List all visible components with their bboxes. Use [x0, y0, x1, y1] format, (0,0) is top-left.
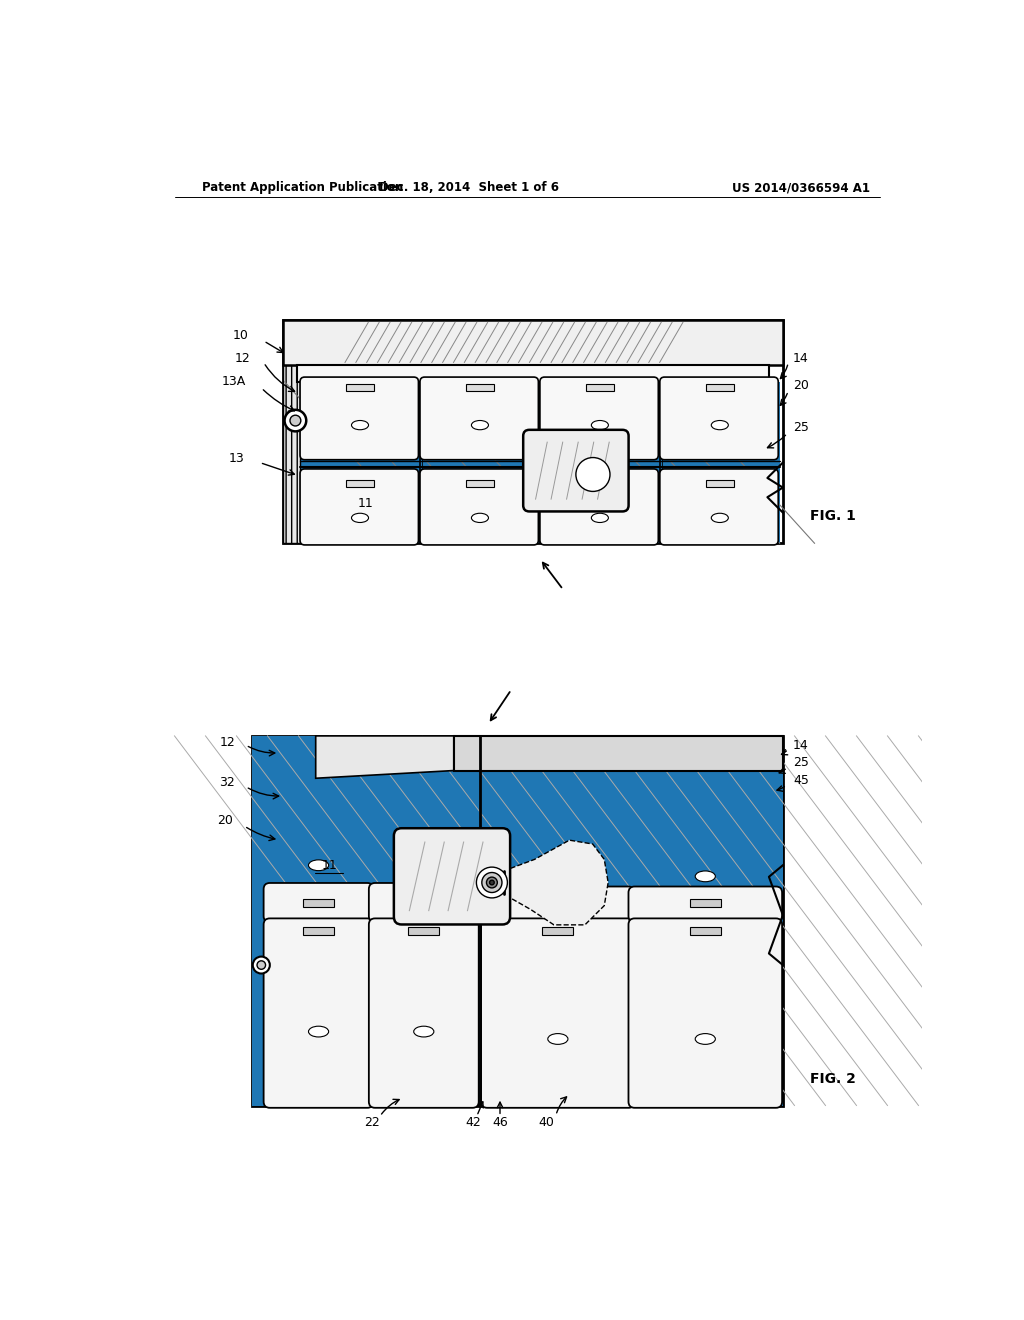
- Ellipse shape: [548, 1034, 568, 1044]
- Ellipse shape: [351, 513, 369, 523]
- Bar: [706, 480, 734, 487]
- Text: US 2014/0366594 A1: US 2014/0366594 A1: [732, 181, 870, 194]
- Bar: [543, 927, 573, 935]
- Text: 12: 12: [234, 352, 251, 366]
- Text: 45: 45: [793, 774, 809, 787]
- Text: 10: 10: [232, 329, 248, 342]
- Text: 12: 12: [219, 735, 234, 748]
- FancyBboxPatch shape: [629, 919, 782, 1107]
- FancyBboxPatch shape: [300, 378, 419, 459]
- Bar: [466, 480, 494, 487]
- FancyBboxPatch shape: [481, 919, 635, 1107]
- Bar: [690, 899, 721, 907]
- Ellipse shape: [308, 859, 329, 871]
- Bar: [283, 321, 783, 544]
- Text: 13A: 13A: [221, 375, 246, 388]
- Ellipse shape: [290, 416, 301, 426]
- Text: 13: 13: [228, 453, 245, 465]
- FancyBboxPatch shape: [481, 887, 635, 923]
- Ellipse shape: [489, 880, 495, 884]
- Ellipse shape: [308, 1026, 329, 1038]
- Ellipse shape: [695, 1034, 716, 1044]
- Bar: [543, 899, 573, 907]
- Text: 25: 25: [793, 756, 809, 770]
- Ellipse shape: [575, 458, 610, 491]
- Ellipse shape: [476, 867, 508, 898]
- Ellipse shape: [590, 471, 596, 478]
- FancyBboxPatch shape: [263, 883, 374, 923]
- Ellipse shape: [285, 409, 306, 432]
- Ellipse shape: [257, 961, 265, 969]
- Bar: [252, 737, 783, 1106]
- FancyBboxPatch shape: [420, 378, 539, 459]
- Bar: [690, 927, 721, 935]
- Bar: [409, 927, 439, 935]
- Text: 42: 42: [465, 1115, 480, 1129]
- Polygon shape: [315, 737, 454, 779]
- Text: Dec. 18, 2014  Sheet 1 of 6: Dec. 18, 2014 Sheet 1 of 6: [379, 181, 559, 194]
- FancyBboxPatch shape: [540, 469, 658, 545]
- FancyBboxPatch shape: [263, 919, 374, 1107]
- Ellipse shape: [695, 871, 716, 882]
- FancyBboxPatch shape: [540, 378, 658, 459]
- Text: 20: 20: [793, 379, 809, 392]
- FancyBboxPatch shape: [420, 469, 539, 545]
- Text: 25: 25: [793, 421, 809, 434]
- Bar: [252, 737, 783, 1106]
- Ellipse shape: [486, 876, 498, 888]
- Bar: [706, 384, 734, 391]
- Ellipse shape: [548, 871, 568, 882]
- Ellipse shape: [581, 462, 605, 487]
- Bar: [466, 384, 494, 391]
- Ellipse shape: [712, 513, 728, 523]
- Ellipse shape: [471, 513, 488, 523]
- Text: FIG. 2: FIG. 2: [810, 1072, 856, 1085]
- Text: FIG. 1: FIG. 1: [810, 510, 856, 524]
- Text: 14: 14: [793, 739, 809, 751]
- Text: 14: 14: [793, 352, 809, 366]
- FancyBboxPatch shape: [300, 469, 419, 545]
- FancyBboxPatch shape: [523, 430, 629, 511]
- FancyBboxPatch shape: [369, 919, 479, 1107]
- Bar: [283, 364, 300, 544]
- Text: 40: 40: [539, 1115, 554, 1129]
- Bar: [300, 381, 779, 544]
- Text: 22: 22: [365, 1115, 380, 1129]
- Ellipse shape: [712, 421, 728, 430]
- Bar: [409, 899, 439, 907]
- Bar: [297, 364, 769, 381]
- Ellipse shape: [414, 1026, 434, 1038]
- Bar: [586, 384, 613, 391]
- FancyBboxPatch shape: [659, 469, 778, 545]
- Bar: [283, 321, 783, 364]
- Polygon shape: [504, 840, 608, 925]
- Bar: [586, 480, 613, 487]
- Text: 46: 46: [493, 1115, 508, 1129]
- Ellipse shape: [253, 957, 270, 974]
- Text: 11: 11: [322, 859, 337, 871]
- FancyBboxPatch shape: [629, 887, 782, 923]
- Bar: [303, 899, 334, 907]
- Bar: [346, 384, 374, 391]
- Text: 11: 11: [358, 496, 374, 510]
- Ellipse shape: [482, 873, 502, 892]
- FancyBboxPatch shape: [394, 828, 510, 924]
- Ellipse shape: [414, 859, 434, 871]
- Text: 32: 32: [219, 776, 234, 788]
- Bar: [345, 322, 721, 363]
- Ellipse shape: [351, 421, 369, 430]
- Ellipse shape: [585, 467, 601, 482]
- FancyBboxPatch shape: [369, 883, 479, 923]
- Text: Patent Application Publication: Patent Application Publication: [202, 181, 402, 194]
- Bar: [283, 364, 300, 544]
- Bar: [303, 927, 334, 935]
- Text: 20: 20: [217, 814, 232, 828]
- Ellipse shape: [591, 421, 608, 430]
- Ellipse shape: [591, 513, 608, 523]
- Ellipse shape: [471, 421, 488, 430]
- FancyBboxPatch shape: [659, 378, 778, 459]
- Bar: [454, 737, 783, 771]
- Bar: [346, 480, 374, 487]
